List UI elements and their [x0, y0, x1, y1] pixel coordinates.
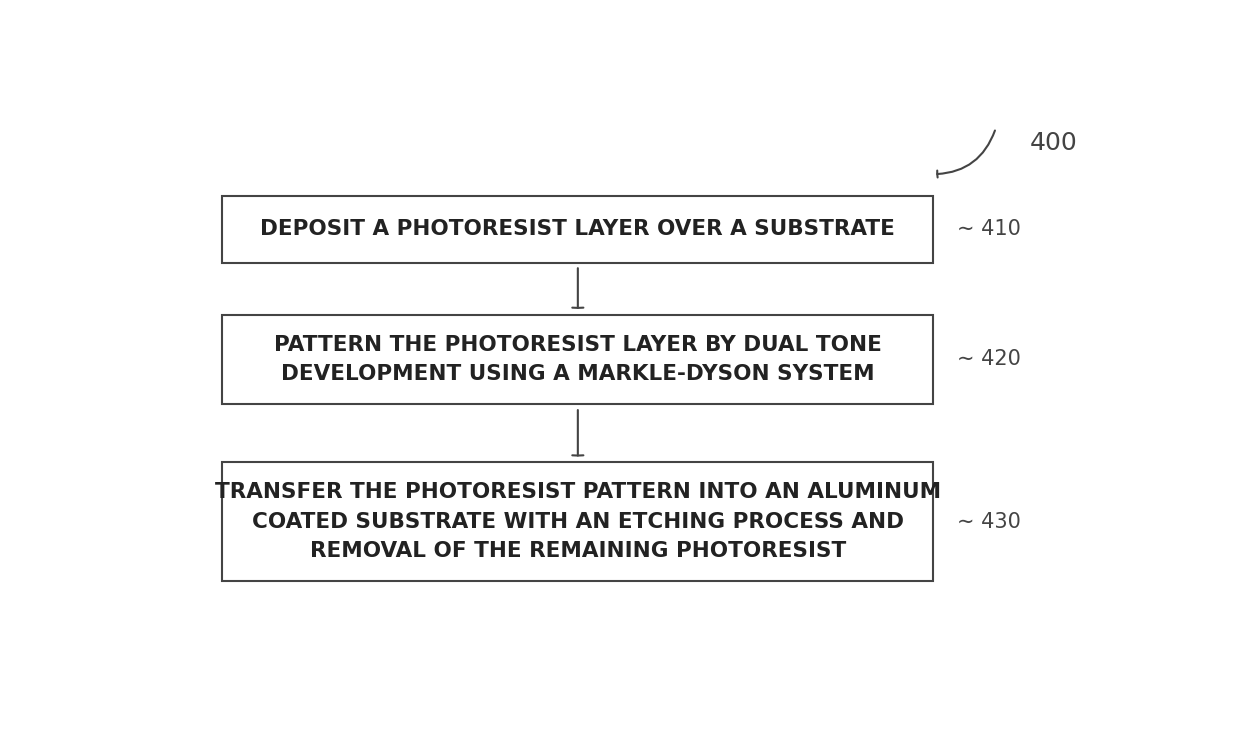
- Text: 400: 400: [1029, 131, 1078, 155]
- Text: DEPOSIT A PHOTORESIST LAYER OVER A SUBSTRATE: DEPOSIT A PHOTORESIST LAYER OVER A SUBST…: [260, 220, 895, 239]
- Text: ∼ 410: ∼ 410: [957, 220, 1022, 239]
- Bar: [222, 314, 934, 405]
- Bar: [222, 196, 934, 262]
- Text: TRANSFER THE PHOTORESIST PATTERN INTO AN ALUMINUM
COATED SUBSTRATE WITH AN ETCHI: TRANSFER THE PHOTORESIST PATTERN INTO AN…: [215, 482, 941, 561]
- Text: PATTERN THE PHOTORESIST LAYER BY DUAL TONE
DEVELOPMENT USING A MARKLE-DYSON SYST: PATTERN THE PHOTORESIST LAYER BY DUAL TO…: [274, 335, 882, 384]
- Bar: [222, 462, 934, 581]
- Text: ∼ 430: ∼ 430: [957, 511, 1022, 532]
- Text: ∼ 420: ∼ 420: [957, 350, 1022, 369]
